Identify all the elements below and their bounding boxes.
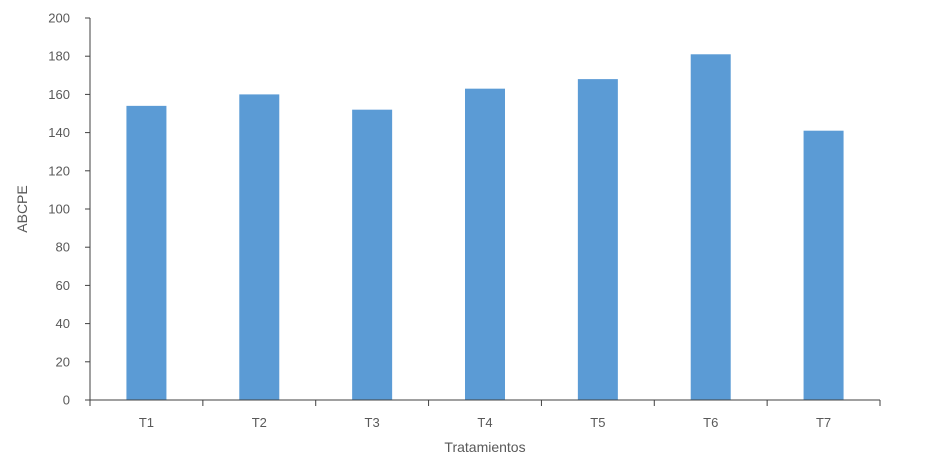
x-tick-label: T1 — [139, 415, 154, 430]
x-tick-label: T2 — [252, 415, 267, 430]
y-tick-label: 180 — [48, 49, 70, 64]
x-axis-title: Tratamientos — [444, 439, 525, 455]
y-tick-label: 120 — [48, 163, 70, 178]
bars — [126, 54, 844, 401]
bar-t1 — [126, 105, 167, 401]
x-tick-label: T4 — [477, 415, 492, 430]
bar-t6 — [690, 54, 731, 400]
bar-t3 — [352, 109, 393, 401]
x-tick-label: T3 — [365, 415, 380, 430]
y-axis-title: ABCPE — [14, 185, 30, 232]
x-tick-label: T5 — [590, 415, 605, 430]
y-axis-ticks: 0 20 40 60 80 100 120 140 160 180 200 — [48, 11, 90, 408]
x-axis-ticks: T1 T2 T3 T4 T5 T6 T7 — [89, 400, 881, 430]
bar-t2 — [239, 94, 280, 401]
y-tick-label: 160 — [48, 87, 70, 102]
y-tick-label: 60 — [56, 278, 70, 293]
bar-t4 — [465, 88, 505, 401]
bar-t7 — [803, 130, 844, 400]
y-tick-label: 80 — [56, 240, 70, 255]
bar-t5 — [577, 79, 618, 401]
y-tick-label: 200 — [48, 11, 70, 26]
y-tick-label: 0 — [63, 393, 70, 408]
y-tick-label: 100 — [48, 202, 70, 217]
y-tick-label: 40 — [56, 316, 70, 331]
y-tick-label: 20 — [56, 354, 70, 369]
x-tick-label: T6 — [703, 415, 718, 430]
y-tick-label: 140 — [48, 125, 70, 140]
x-tick-label: T7 — [816, 415, 831, 430]
